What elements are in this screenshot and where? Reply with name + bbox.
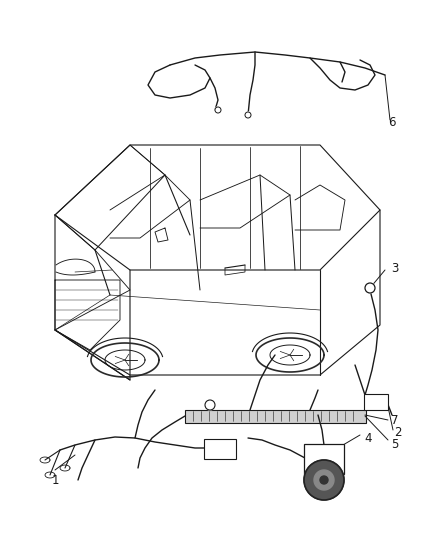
FancyBboxPatch shape [364, 394, 388, 410]
Text: 3: 3 [391, 262, 399, 274]
FancyBboxPatch shape [304, 444, 344, 474]
Circle shape [205, 400, 215, 410]
Text: 5: 5 [391, 439, 399, 451]
Text: 7: 7 [391, 414, 399, 426]
Text: 2: 2 [394, 425, 402, 439]
Circle shape [365, 283, 375, 293]
Circle shape [320, 476, 328, 484]
Circle shape [314, 470, 334, 490]
FancyBboxPatch shape [204, 439, 236, 459]
Text: 1: 1 [51, 473, 59, 487]
FancyBboxPatch shape [184, 409, 365, 423]
Text: 6: 6 [388, 116, 396, 128]
Circle shape [215, 107, 221, 113]
Text: 4: 4 [364, 432, 372, 445]
Circle shape [304, 460, 344, 500]
Circle shape [245, 112, 251, 118]
